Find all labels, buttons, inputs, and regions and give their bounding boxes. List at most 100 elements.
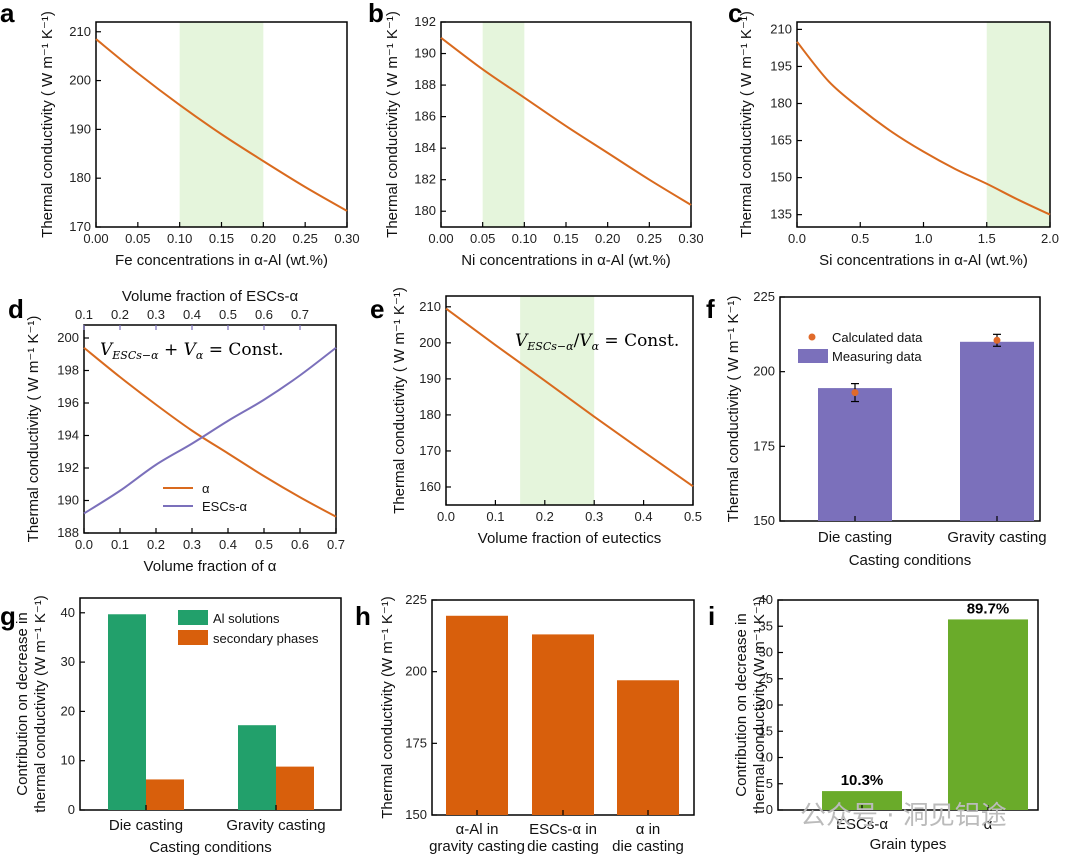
y-tick-label: 180 <box>419 407 441 422</box>
calculated-point <box>993 336 1001 344</box>
x-tick-label: 0.30 <box>334 231 359 246</box>
x-axis-label: Volume fraction of eutectics <box>478 530 661 547</box>
y-tick-label: 225 <box>753 289 775 304</box>
x-tick-label: 1.0 <box>914 231 932 246</box>
y-tick-label: 10 <box>759 750 773 765</box>
bar-measured <box>960 341 1034 521</box>
legend-swatch-calculated <box>808 333 816 341</box>
plot-frame <box>445 295 694 506</box>
y-tick-label: 210 <box>69 24 91 39</box>
y-tick-label: 198 <box>57 363 79 378</box>
x-tick-label: 0.05 <box>125 231 150 246</box>
y-tick-label: 200 <box>405 664 427 679</box>
x-tick-label-line2: die casting <box>612 838 684 855</box>
calculated-point <box>851 389 859 397</box>
y-tick-label: 170 <box>419 443 441 458</box>
x-tick-label-line2: die casting <box>527 838 599 855</box>
y-tick-label: 25 <box>759 671 773 686</box>
y-axis-label-2: thermal conductivity (W m⁻¹ K⁻¹) <box>32 595 49 813</box>
x-axis-label: Volume fraction of α <box>144 558 277 575</box>
chart-c: 0.0 0.5 1.0 1.5 2.0 135 150 165 180 195 210 Si conc… <box>738 11 1059 269</box>
top-tick-label: 0.7 <box>291 307 309 322</box>
y-tick-label: 175 <box>405 735 427 750</box>
y-tick-label: 188 <box>414 77 436 92</box>
x-axis-label: Ni concentrations in α-Al (wt.%) <box>461 252 671 269</box>
y-tick-label: 150 <box>753 513 775 528</box>
chart-f: 150 175 200 225 Die casting Gravity casting Ca… <box>725 289 1047 569</box>
chart-i: 0 5 10 15 20 25 30 35 40 10.3% ESCs-α 89.7% α Grain t… <box>733 592 1039 853</box>
legend-swatch-measured <box>798 349 828 363</box>
x-tick-label: ESCs-α <box>836 816 888 833</box>
y-tick-label: 30 <box>61 654 75 669</box>
top-tick-label: 0.1 <box>75 307 93 322</box>
panel-letter-h: h <box>355 601 371 631</box>
x-tick-label: 0.0 <box>437 509 455 524</box>
bar <box>446 615 508 815</box>
x-tick-label: 0.00 <box>428 231 453 246</box>
y-tick-label: 170 <box>69 219 91 234</box>
chart-d: 0.0 0.1 0.2 0.3 0.4 0.5 0.6 0.7 188 190 192 194 196 1… <box>25 288 345 575</box>
y-tick-label: 180 <box>770 96 792 111</box>
x-tick-label: 0.4 <box>219 537 237 552</box>
chart-a: 0.00 0.05 0.10 0.15 0.20 0.25 0.30 170 180 190 200… <box>39 11 360 269</box>
x-tick-label: 0.5 <box>255 537 273 552</box>
equation: VESCs−α/Vα = Const. <box>515 331 679 353</box>
y-tick-label: 15 <box>759 723 773 738</box>
chart-b: 0.00 0.05 0.10 0.15 0.20 0.25 0.30 180 182 184 186… <box>384 11 704 269</box>
equation: VESCs−α + Vα = Const. <box>100 340 284 362</box>
panel-letter-g: g <box>0 601 16 631</box>
x-tick-label: 0.00 <box>83 231 108 246</box>
y-tick-label: 0 <box>68 802 75 817</box>
legend-swatch-secondary <box>178 630 208 645</box>
x-tick-label: 0.20 <box>595 231 620 246</box>
panel-letter-e: e <box>370 294 384 324</box>
plot-frame <box>779 296 1041 522</box>
x-tick-label: 0.1 <box>486 509 504 524</box>
x-tick-label: 0.5 <box>684 509 702 524</box>
y-tick-label: 40 <box>759 592 773 607</box>
bar <box>617 680 679 815</box>
bar <box>822 791 902 810</box>
y-tick-label: 150 <box>405 807 427 822</box>
y-tick-label: 0 <box>766 802 773 817</box>
x-axis-label: Casting conditions <box>849 552 972 569</box>
y-tick-label: 30 <box>759 645 773 660</box>
y-tick-label: 188 <box>57 525 79 540</box>
bar-data-label: 89.7% <box>967 600 1010 617</box>
y-axis-label: Thermal conductivity ( W m⁻¹ K⁻¹) <box>725 296 742 523</box>
x-tick-label-line1: α-Al in <box>456 821 499 838</box>
y-tick-label: 40 <box>61 605 75 620</box>
x-tick-label: Die casting <box>109 817 183 834</box>
y-tick-label: 180 <box>414 203 436 218</box>
x-tick-label: 0.3 <box>585 509 603 524</box>
y-axis-label-1: Contribution on decrease in <box>14 612 31 795</box>
y-tick-label: 20 <box>61 703 75 718</box>
series-line-line <box>95 38 348 212</box>
y-tick-label: 20 <box>759 697 773 712</box>
x-tick-label: 1.5 <box>978 231 996 246</box>
y-tick-label: 200 <box>69 73 91 88</box>
shaded-region <box>520 296 595 505</box>
y-axis-label: Thermal conductivity ( W m⁻¹ K⁻¹) <box>738 11 755 238</box>
x-tick-label: 0.15 <box>209 231 234 246</box>
legend-label-al: Al solutions <box>213 611 280 626</box>
shaded-region <box>986 22 1050 227</box>
panel-letter-c: c <box>728 0 742 28</box>
y-tick-label: 195 <box>770 58 792 73</box>
y-tick-label: 160 <box>419 479 441 494</box>
x-tick-label: 0.30 <box>678 231 703 246</box>
top-tick-label: 0.2 <box>111 307 129 322</box>
x-tick-label-line1: ESCs-α in <box>529 821 597 838</box>
x-tick-label: Gravity casting <box>947 529 1046 546</box>
y-tick-label: 190 <box>69 121 91 136</box>
legend-label-secondary: secondary phases <box>213 631 319 646</box>
y-axis-label-1: Contribution on decrease in <box>733 613 750 796</box>
x-tick-label: 0.4 <box>635 509 653 524</box>
y-tick-label: 210 <box>419 299 441 314</box>
y-axis-label-2: thermal conductivity (W m⁻¹ K⁻¹) <box>751 596 768 814</box>
y-tick-label: 175 <box>753 438 775 453</box>
y-tick-label: 186 <box>414 109 436 124</box>
bar-secondary-phases <box>146 779 184 810</box>
top-axis-label: Volume fraction of ESCs-α <box>122 288 299 305</box>
